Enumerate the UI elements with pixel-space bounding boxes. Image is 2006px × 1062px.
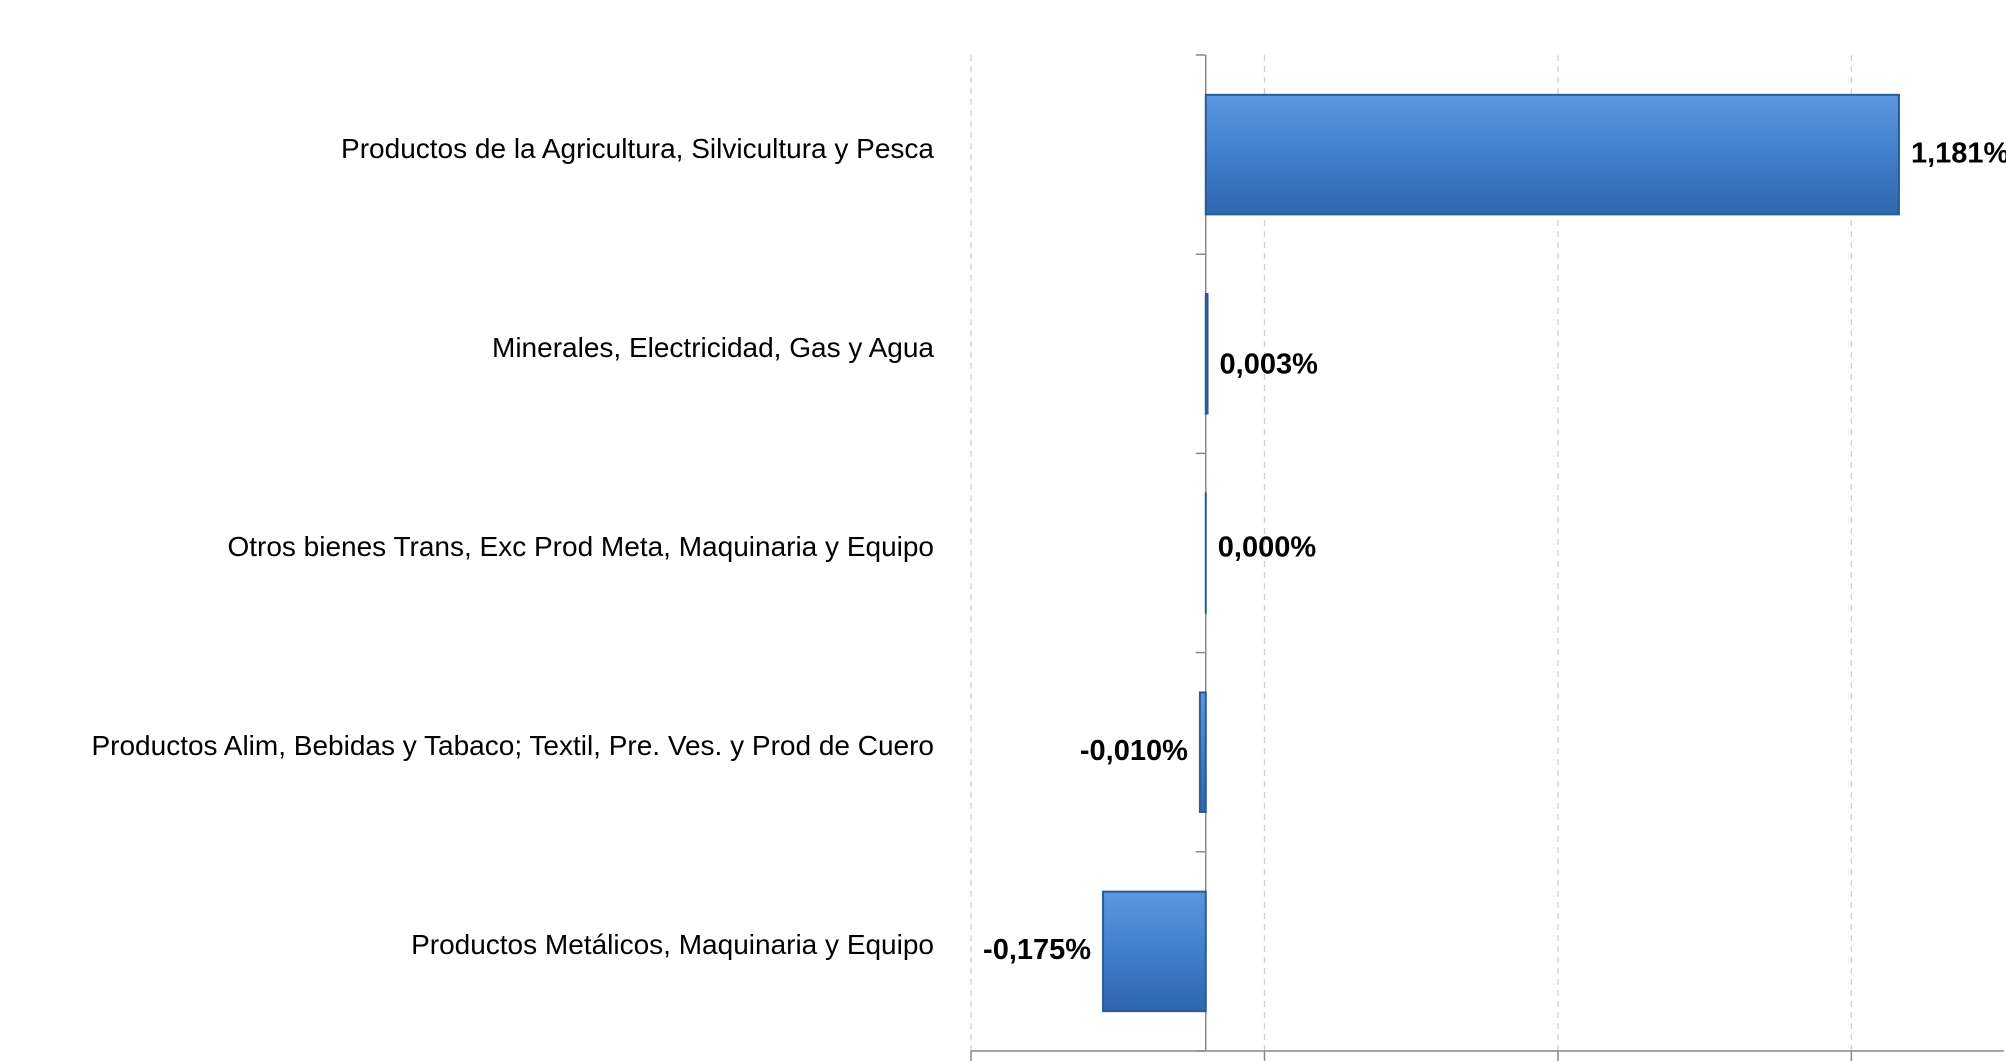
value-label: 1,181%	[1911, 137, 2006, 169]
category-label: Productos Alim, Bebidas y Tabaco; Textil…	[91, 730, 934, 762]
value-label: -0,175%	[983, 934, 1091, 966]
category-label: Productos Metálicos, Maquinaria y Equipo	[411, 929, 934, 961]
value-label: -0,010%	[1080, 735, 1188, 767]
value-label: 0,003%	[1220, 348, 1319, 380]
bar	[1204, 293, 1209, 415]
bar	[1198, 691, 1207, 813]
category-label: Minerales, Electricidad, Gas y Agua	[492, 331, 934, 363]
category-label: Productos de la Agricultura, Silvicultur…	[341, 132, 934, 164]
bar	[1204, 93, 1900, 216]
category-label: Otros bienes Trans, Exc Prod Meta, Maqui…	[227, 531, 934, 562]
bar	[1102, 890, 1207, 1013]
value-label: 0,000%	[1218, 532, 1317, 564]
